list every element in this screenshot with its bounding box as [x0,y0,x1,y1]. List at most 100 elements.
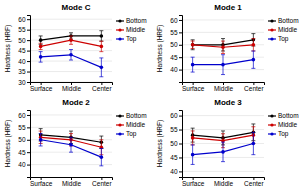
legend-item: Top [268,35,289,43]
panel: Mode C30354045505560SurfaceMiddleCenterH… [4,3,147,92]
error-bar [39,52,43,62]
x-tick: Surface [30,82,53,92]
grid-line-y [30,19,112,20]
panel: Mode 14045505560SurfaceMiddleCenterHardn… [156,3,299,92]
y-tick-label: 45 [170,54,178,61]
point [252,142,256,146]
legend: BottomMiddleTop [268,17,299,43]
legend-item: Middle [268,26,298,33]
panel: Mode 24045505560SurfaceMiddleCenterHardn… [4,98,147,187]
y-tick-mark [27,30,30,31]
legend-swatch [268,38,276,39]
x-tick-label: Middle [62,180,82,187]
legend-marker [118,37,121,40]
error-bar [99,31,103,41]
y-tick: 30 [18,79,30,86]
x-axis: Surface Middle Center [182,82,265,92]
x-tick-label: Center [244,180,264,187]
y-tick: 60 [18,112,30,119]
y-tick: 60 [18,16,30,23]
grid [30,19,112,82]
legend-swatch [116,115,124,116]
x-tick: Center [244,82,264,92]
point [69,143,73,147]
legend-item: Middle [116,121,146,128]
point [221,45,225,49]
point [221,150,225,154]
point [100,34,104,38]
error-bar [191,131,195,145]
y-tick-mark [27,19,30,20]
x-tick: Middle [214,177,234,187]
legend-marker [118,123,121,126]
point [191,43,195,47]
legend-marker [118,114,121,117]
figure: Mode C30354045505560SurfaceMiddleCenterH… [0,0,304,191]
x-tick-label: Center [244,85,264,92]
y-axis-line [179,16,183,83]
grid-line-y [30,61,112,62]
y-axis-title: Hardness (HRF) [156,120,164,167]
y-axis: 4045505560 [170,111,182,178]
error-bar [99,58,103,77]
point [69,53,73,57]
y-axis: 40 45 50 55 60 [18,111,30,178]
legend-marker [270,37,273,40]
error-bar [251,39,255,51]
panel-title: Mode 2 [62,98,90,107]
x-axis: SurfaceMiddleCenter [30,82,113,92]
error-bar [191,57,195,72]
y-tick-label: 30 [18,79,26,86]
point [191,153,195,157]
point [252,43,256,47]
y-tick-label: 40 [18,58,26,65]
y-tick-mark [179,57,182,58]
point [221,63,225,67]
y-tick: 55 [170,29,182,36]
error-bar [191,40,195,50]
point [252,58,256,62]
grid [30,115,112,165]
grid-line-y [30,29,112,30]
x-tick-label: Center [92,85,112,92]
point [39,138,43,142]
legend-marker [270,132,273,135]
legend-swatch [268,115,276,116]
plot-area [191,34,256,75]
series [39,134,104,166]
series [191,51,256,75]
legend-marker [118,19,121,22]
legend: BottomMiddleTop [116,112,147,138]
legend-label: Bottom [126,17,147,24]
grid-line-y [182,171,264,172]
legend-swatch [268,124,276,125]
x-tick: Center [92,82,112,92]
legend-label: Middle [278,121,298,128]
grid-line-y [182,129,264,130]
legend-item: Top [116,35,137,43]
error-bar [39,134,43,146]
legend-label: Middle [126,26,146,33]
error-bar [39,43,43,49]
x-tick: Surface [182,82,205,92]
y-tick: 55 [18,124,30,131]
point [191,63,195,67]
x-axis: SurfaceMiddleCenter [182,177,265,187]
error-bar [69,50,73,60]
legend-marker [270,19,273,22]
x-tick-label: Surface [30,85,53,92]
y-tick-mark [179,144,182,145]
grid-line-y [182,115,264,116]
x-tick: Middle [214,82,234,92]
y-tick-label: 45 [18,149,26,156]
grid-line-y [30,114,112,115]
y-tick-label: 50 [18,37,26,44]
x-tick-label: Surface [182,85,205,92]
y-axis-title: Hardness (HRF) [156,25,164,72]
y-tick-label: 50 [18,136,26,143]
y-tick-label: 55 [170,29,178,36]
y-tick: 45 [18,47,30,54]
y-tick: 40 [18,161,30,168]
legend: BottomMiddleTop [268,112,299,138]
legend-label: Middle [126,121,146,128]
